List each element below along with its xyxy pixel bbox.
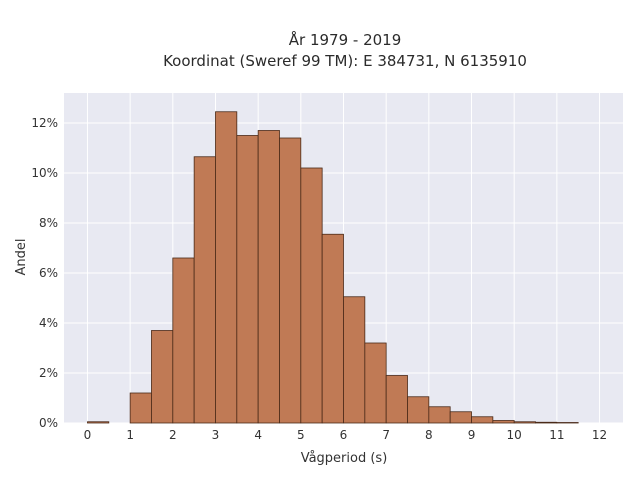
x-tick-label: 12 bbox=[592, 428, 607, 442]
chart-subtitle: Koordinat (Sweref 99 TM): E 384731, N 61… bbox=[163, 52, 527, 70]
y-axis-label: Andel bbox=[14, 239, 29, 276]
histogram-bar bbox=[129, 392, 152, 424]
x-tick-label: 8 bbox=[425, 428, 433, 442]
histogram-bar bbox=[407, 396, 430, 424]
x-axis-ticks: 0 1 2 3 4 5 6 7 8 9 10 11 12 bbox=[84, 428, 608, 442]
y-tick-label: 12% bbox=[31, 116, 58, 130]
x-tick-label: 1 bbox=[126, 428, 134, 442]
histogram-bar bbox=[193, 156, 216, 424]
y-tick-label: 2% bbox=[39, 366, 58, 380]
x-tick-label: 6 bbox=[340, 428, 348, 442]
histogram-bar bbox=[279, 137, 302, 424]
x-tick-label: 10 bbox=[507, 428, 522, 442]
histogram-bar bbox=[321, 233, 344, 424]
x-tick-label: 2 bbox=[169, 428, 177, 442]
y-tick-label: 4% bbox=[39, 316, 58, 330]
histogram-bar bbox=[385, 375, 408, 424]
y-tick-label: 8% bbox=[39, 216, 58, 230]
x-tick-label: 0 bbox=[84, 428, 92, 442]
histogram-bar bbox=[428, 406, 451, 424]
histogram-bar bbox=[172, 257, 195, 424]
histogram-bar bbox=[87, 421, 110, 424]
bars bbox=[87, 111, 579, 424]
histogram-bar bbox=[236, 135, 259, 424]
histogram-bar bbox=[535, 421, 558, 424]
chart-title: År 1979 - 2019 bbox=[289, 30, 402, 49]
y-tick-label: 6% bbox=[39, 266, 58, 280]
histogram-bar bbox=[471, 416, 494, 424]
histogram-bar bbox=[257, 130, 280, 424]
y-tick-label: 0% bbox=[39, 416, 58, 430]
x-tick-label: 4 bbox=[254, 428, 262, 442]
histogram-bar bbox=[215, 111, 238, 424]
x-tick-label: 5 bbox=[297, 428, 305, 442]
histogram-bar bbox=[449, 411, 472, 424]
x-tick-label: 9 bbox=[468, 428, 476, 442]
histogram-bar bbox=[151, 330, 174, 424]
x-tick-label: 11 bbox=[549, 428, 564, 442]
y-axis-ticks: 0% 2% 4% 6% 8% 10% 12% bbox=[31, 116, 58, 430]
x-tick-label: 3 bbox=[212, 428, 220, 442]
x-axis-label: Vågperiod (s) bbox=[301, 451, 388, 466]
y-tick-label: 10% bbox=[31, 166, 58, 180]
x-tick-label: 7 bbox=[382, 428, 390, 442]
histogram-bar bbox=[343, 296, 366, 424]
histogram-bar bbox=[513, 421, 536, 424]
histogram-bar bbox=[364, 342, 387, 424]
histogram-bar bbox=[300, 167, 323, 424]
histogram-bar bbox=[556, 422, 579, 424]
histogram-bar bbox=[492, 420, 515, 424]
